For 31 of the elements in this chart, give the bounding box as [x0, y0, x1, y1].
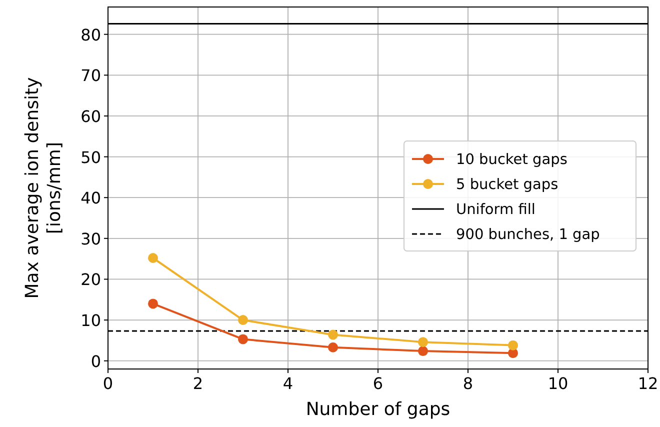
x-tick-label: 4 [282, 374, 294, 393]
point [418, 346, 428, 356]
legend-label: 5 bucket gaps [456, 177, 558, 193]
y-tick-label: 80 [80, 25, 101, 44]
point [148, 298, 158, 309]
x-tick-label: 2 [192, 374, 204, 393]
y-tick-label: 40 [80, 188, 101, 208]
y-tick-label: 0 [90, 352, 101, 371]
x-tick-label: 10 [548, 374, 568, 393]
y-tick-label: 50 [80, 148, 101, 167]
legend-label: 900 bunches, 1 gap [456, 227, 600, 243]
y-tick-label: 70 [80, 66, 101, 86]
x-tick-label: 0 [102, 374, 114, 393]
legend-label: Uniform fill [456, 202, 536, 218]
point [418, 337, 428, 348]
point [238, 334, 248, 344]
point [328, 342, 338, 352]
x-axis-title: Number of gaps [306, 399, 450, 420]
point [328, 330, 338, 340]
point [238, 315, 248, 326]
y-tick-label: 10 [80, 311, 101, 330]
x-tick-label: 12 [638, 374, 658, 393]
y-tick-label: 30 [80, 229, 101, 248]
x-tick-label: 8 [462, 374, 474, 393]
y-tick-label: 20 [80, 270, 101, 290]
point [148, 252, 158, 263]
point [508, 340, 518, 350]
legend-label: 10 bucket gaps [456, 152, 568, 168]
y-tick-label: 60 [80, 106, 101, 126]
x-tick-label: 6 [372, 374, 384, 393]
y-axis-title: Max average ion density [ions/mm] [22, 76, 65, 299]
